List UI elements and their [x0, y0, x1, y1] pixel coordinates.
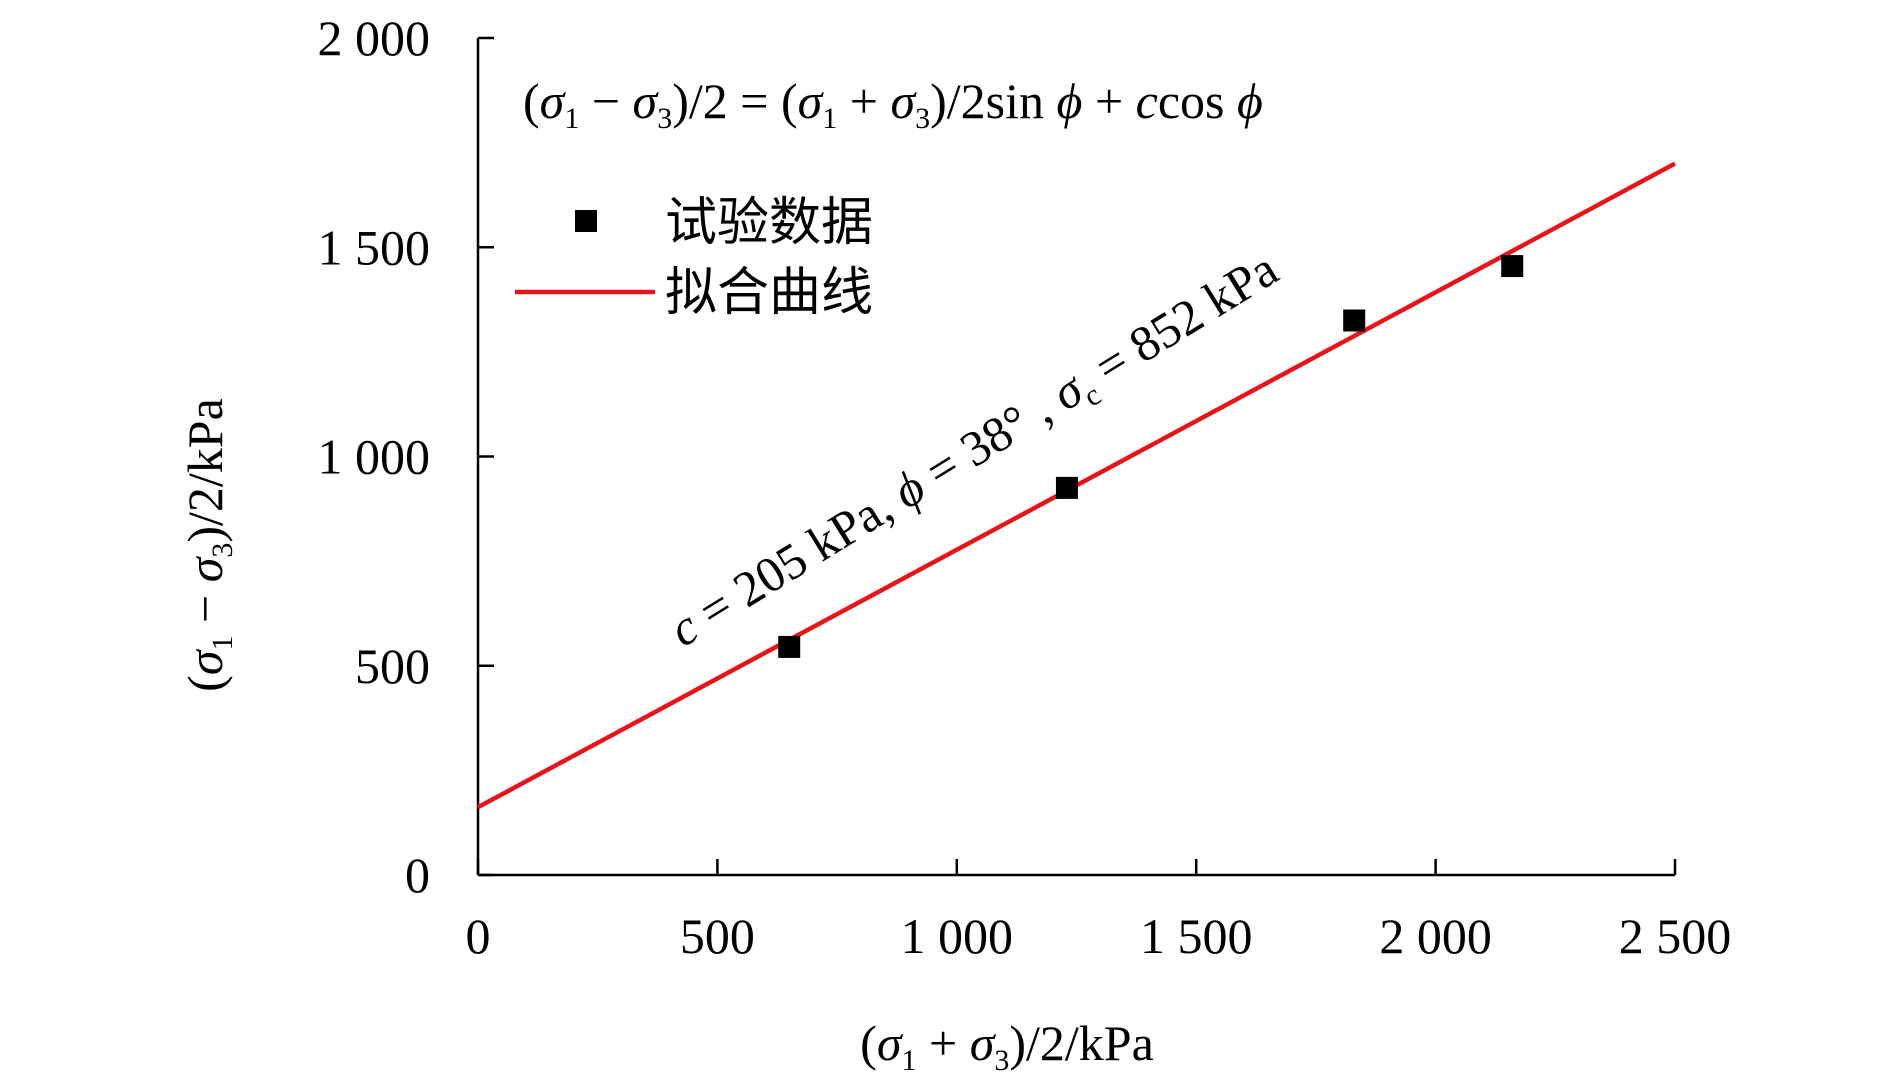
y-axis-label: (σ1 − σ3)/2/kPa — [177, 398, 239, 692]
x-tick-label: 1 500 — [1140, 908, 1253, 964]
x-tick-label: 1 000 — [901, 908, 1014, 964]
legend: 试验数据 拟合曲线 — [515, 193, 873, 323]
data-point — [778, 635, 801, 658]
y-tick-label: 1 000 — [318, 429, 431, 485]
x-tick-label: 500 — [680, 908, 755, 964]
equation-text: (σ1 − σ3)/2 = (σ1 + σ3)/2sin ϕ + ccos ϕ — [523, 73, 1263, 135]
y-tick-label: 1 500 — [318, 219, 431, 275]
x-tick-label: 0 — [466, 908, 491, 964]
data-point — [1501, 255, 1524, 278]
data-points — [778, 255, 1524, 658]
x-tick-label: 2 000 — [1379, 908, 1492, 964]
legend-marker-square — [575, 210, 597, 232]
x-axis-ticks: 0 500 1 000 1 500 2 000 2 500 — [466, 859, 1732, 964]
y-axis-ticks: 0 500 1 000 1 500 2 000 — [318, 10, 494, 903]
data-point — [1055, 476, 1078, 499]
legend-label-fit: 拟合曲线 — [665, 263, 873, 323]
y-tick-label: 0 — [405, 847, 430, 903]
y-tick-label: 2 000 — [318, 10, 431, 66]
x-axis-label: (σ1 + σ3)/2/kPa — [860, 1015, 1154, 1077]
x-tick-label: 2 500 — [1619, 908, 1732, 964]
data-point — [1343, 309, 1366, 332]
legend-label-data: 试验数据 — [665, 193, 873, 253]
y-tick-label: 500 — [355, 638, 430, 694]
